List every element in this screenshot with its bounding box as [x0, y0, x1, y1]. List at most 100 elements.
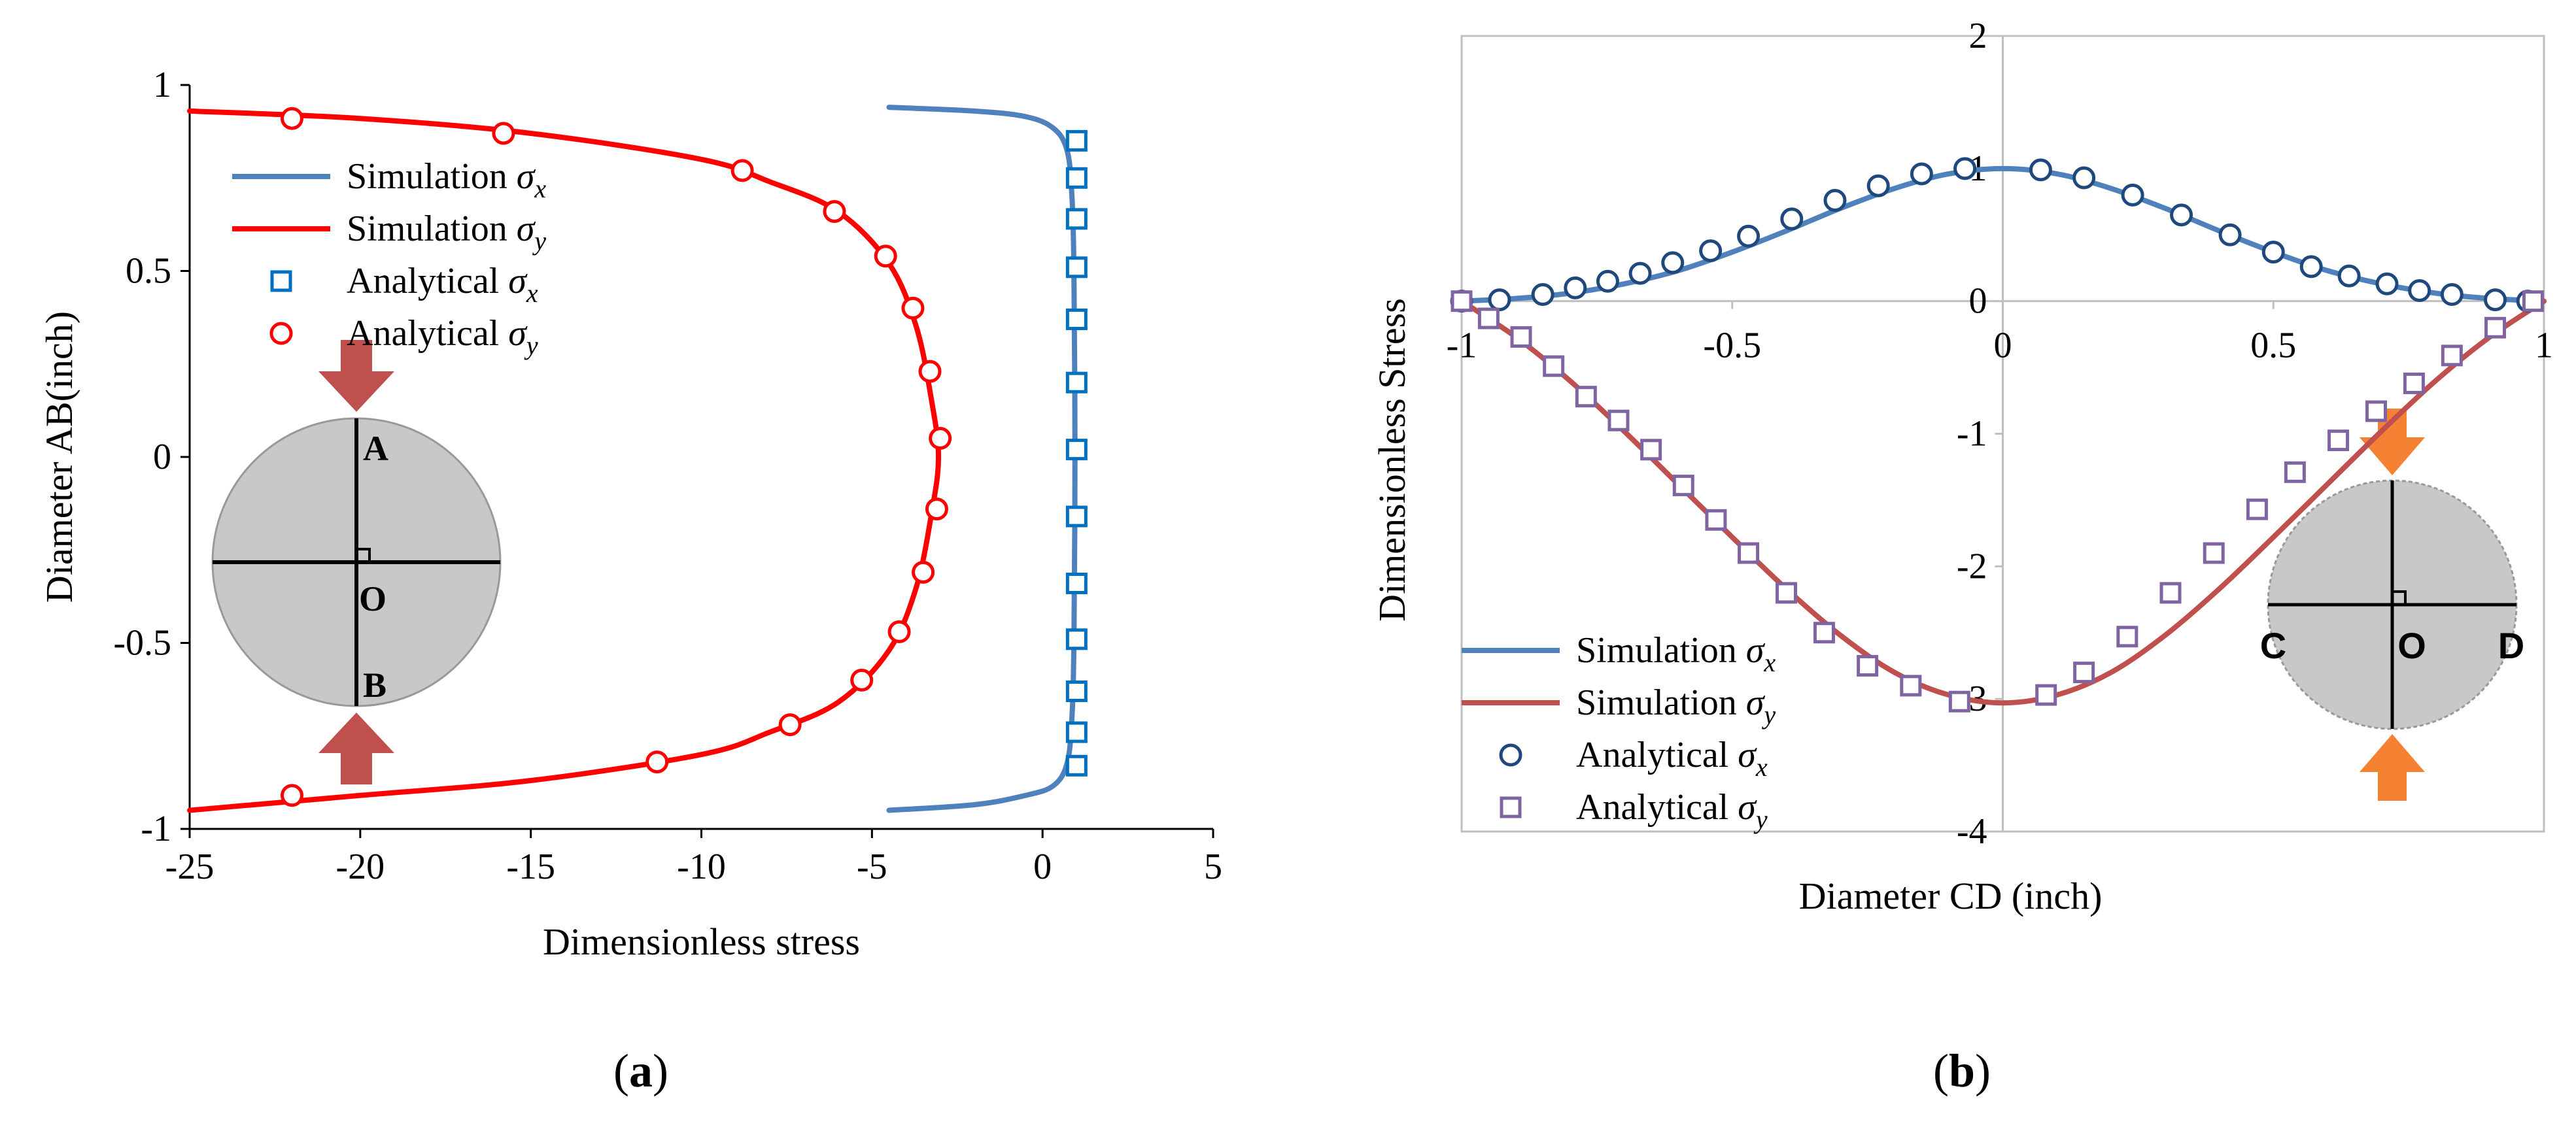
- panel-a-x-tick-label-1: -20: [336, 847, 385, 887]
- panel-b-legend: Simulation σx Simulation σy Analytical σx A…: [1462, 630, 1776, 834]
- panel-a-bottom-arrow-icon: [318, 713, 394, 784]
- panel-b-series-3-point-13: [1900, 675, 1922, 697]
- panel-b-y-tick-label-6: -4: [1957, 811, 1987, 852]
- panel-a-y-tick-label-0: 1: [153, 65, 171, 105]
- panel-b-series-2-point-16: [2121, 183, 2144, 207]
- panel-a-series-2-point-5: [1065, 371, 1088, 394]
- panel-b-top-arrow-icon: [2360, 409, 2425, 475]
- panel-b-series-3-point-7: [1672, 475, 1694, 497]
- panel-b-series-2-point-12: [1910, 162, 1933, 186]
- panel-a-series-2-point-7: [1065, 505, 1088, 528]
- panel-b-series-3-markers: [1451, 290, 2544, 713]
- panel-a-legend-label-3: Analytical σy: [347, 313, 538, 360]
- panel-a-y-tick-label-1: 0.5: [126, 251, 171, 292]
- panel-b-series-3-point-21: [2284, 461, 2306, 483]
- panel-a-x-tick-label-5: 0: [1033, 847, 1052, 887]
- panel-b-x-axis-title: Diameter CD (inch): [1799, 875, 2103, 917]
- panel-b-series-3-point-24: [2403, 372, 2425, 394]
- panel-a-series-3-markers: [281, 107, 952, 807]
- panel-a-legend-item-2: Analytical σx: [270, 261, 538, 308]
- panel-b-series-2-point-25: [2484, 288, 2507, 312]
- panel-b-point-o-label: O: [2397, 625, 2426, 666]
- panel-a-series-3-point-5: [901, 296, 925, 320]
- panel-b-series: [1450, 157, 2547, 713]
- panel-b-series-2-point-24: [2440, 283, 2464, 307]
- panel-b-series-2-point-3: [1564, 276, 1587, 299]
- panel-b-point-c-label: C: [2260, 625, 2286, 666]
- panel-a-x-tick-label-0: -25: [165, 847, 215, 887]
- panel-a-series-3-point-3: [823, 199, 846, 223]
- panel-b-series-3-point-14: [1948, 690, 1970, 713]
- panel-b-series-3-point-12: [1857, 654, 1879, 677]
- panel-b-series-3-point-25: [2441, 345, 2463, 367]
- panel-a-series-2-point-6: [1065, 439, 1088, 461]
- panel-b-x-tick-label-0: -1: [1447, 326, 1477, 366]
- panel-a-legend-label-0: Simulation σx: [347, 156, 546, 203]
- panel-b-series-2-point-4: [1596, 269, 1619, 293]
- panel-b-series-3-point-16: [2073, 662, 2095, 684]
- panel-a-y-tick-label-4: -1: [141, 809, 171, 849]
- panel-a-legend-item-1: Simulation σy: [232, 209, 546, 256]
- panel-a-series-2-point-9: [1065, 628, 1088, 650]
- panel-a-series-3-point-2: [730, 159, 754, 182]
- panel-a-series-2-point-0: [1065, 129, 1088, 152]
- panel-b-series-2-point-9: [1780, 207, 1804, 231]
- panel-b-series-2-point-11: [1866, 174, 1890, 197]
- panel-b-series-2-point-8: [1737, 224, 1760, 248]
- panel-b-series-2-point-23: [2408, 278, 2431, 302]
- panel-a-series-3-point-8: [925, 497, 948, 521]
- panel-b-series-2-point-17: [2170, 203, 2193, 227]
- panel-a-legend-label-2: Analytical σx: [347, 261, 538, 308]
- panel-a-x-tick-label-3: -10: [677, 847, 726, 887]
- panel-b-series-2-point-20: [2299, 255, 2323, 278]
- panel-b-y-axis-title: Dimensionless Stress: [1371, 298, 1413, 622]
- panel-b-series-2-point-15: [2072, 166, 2096, 190]
- panel-a-series-3-point-9: [912, 560, 935, 584]
- panel-b-x-tick-label-3: 0.5: [2250, 326, 2296, 366]
- panel-a-series-3-point-14: [281, 784, 303, 807]
- panel-b-y-tick-label-0: 2: [1969, 16, 1987, 56]
- panel-a-series-3-point-0: [281, 107, 303, 130]
- panel-a-series-3-point-4: [874, 244, 897, 268]
- panel-a-series-2-point-4: [1065, 308, 1088, 330]
- panel-b-x-tick-label-4: 1: [2535, 326, 2553, 366]
- panel-a-series-2-point-12: [1065, 754, 1088, 777]
- panel-a-legend-swatch-2: [270, 270, 292, 292]
- panel-a-series-2-point-3: [1065, 256, 1088, 278]
- panel-b-series-2-point-10: [1823, 189, 1847, 212]
- panel-a-legend-label-1: Simulation σy: [347, 209, 546, 256]
- panel-b-series-3-point-0: [1451, 290, 1473, 312]
- panel-b-series-3-point-1: [1477, 307, 1500, 329]
- panel-b-legend-label-2: Analytical σx: [1576, 735, 1768, 782]
- panel-a-label: (a): [613, 1045, 668, 1097]
- panel-a-right-angle-icon: [355, 548, 371, 564]
- panel-a-series-2-markers: [1065, 129, 1088, 777]
- panel-a-series-1-line: [187, 108, 942, 813]
- panel-b-series-2-point-13: [1953, 157, 1977, 180]
- panel-b-legend-item-3: Analytical σy: [1500, 787, 1768, 834]
- panel-a-legend: Simulation σx Simulation σy Analytical σx A…: [232, 156, 546, 360]
- panel-a-point-b-label: B: [363, 665, 386, 705]
- panel-b-series-3-point-20: [2246, 498, 2268, 520]
- panel-b-series-3-point-23: [2365, 400, 2387, 422]
- panel-a-series-2-point-8: [1065, 572, 1088, 594]
- panel-b-series-3-point-2: [1510, 326, 1532, 348]
- panel-b-series-2-markers: [1450, 157, 2539, 313]
- panel-b-series-3-point-10: [1776, 582, 1797, 604]
- panel-a-series-3-point-10: [887, 620, 911, 643]
- panel-a-series-0-line: [886, 105, 1078, 813]
- panel-b-bottom-arrow-icon: [2360, 734, 2425, 801]
- panel-a-series: [187, 105, 1088, 813]
- panel-b-point-d-label: D: [2498, 625, 2524, 666]
- panel-b-series-2-point-18: [2218, 223, 2242, 246]
- panel-b-series-2-point-2: [1531, 283, 1554, 307]
- panel-b-legend-item-2: Analytical σx: [1499, 735, 1768, 782]
- panel-b-series-2-point-7: [1699, 239, 1723, 263]
- panel-b-series-2-point-1: [1488, 288, 1511, 312]
- panel-a-series-3-point-7: [929, 427, 952, 450]
- panel-a-series-3-point-12: [778, 713, 802, 737]
- panel-b-legend-label-0: Simulation σx: [1576, 630, 1776, 677]
- panel-b-label-letter: b: [1949, 1045, 1975, 1097]
- panel-a-x-tick-label-2: -15: [506, 847, 555, 887]
